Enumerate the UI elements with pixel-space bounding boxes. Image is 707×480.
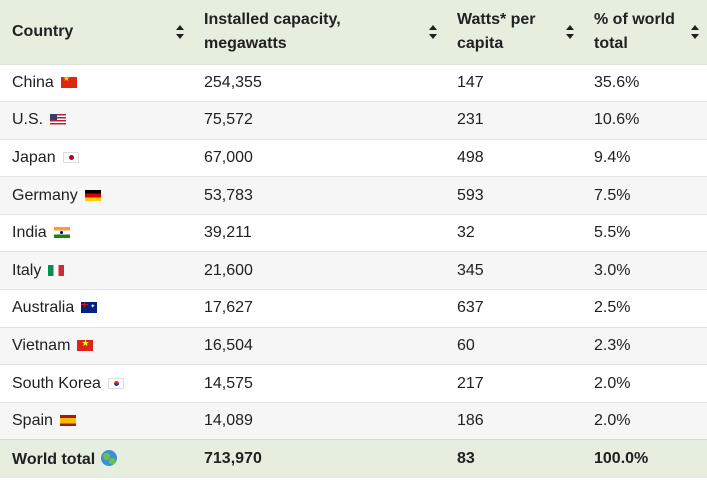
column-header-percent-world[interactable]: % of world total: [582, 0, 707, 65]
percent-world-cell: 10.6%: [582, 101, 707, 140]
table-row: Italy 21,600 345 3.0%: [0, 251, 707, 290]
country-name: India: [12, 224, 47, 242]
total-watts-cell: 83: [445, 439, 582, 478]
country-cell: Italy: [0, 251, 192, 290]
total-label: World total: [12, 450, 96, 468]
country-cell: Vietnam: [0, 326, 192, 365]
globe-icon: [101, 449, 118, 466]
sort-icon[interactable]: [691, 24, 699, 39]
watts-per-capita-cell: 593: [445, 176, 582, 215]
watts-per-capita-cell: 637: [445, 289, 582, 328]
flag-us-icon: [50, 114, 67, 126]
flag-de-icon: [84, 189, 101, 201]
country-cell: Japan: [0, 138, 192, 177]
country-cell: Spain: [0, 401, 192, 440]
country-name: Vietnam: [12, 336, 71, 354]
percent-world-cell: 9.4%: [582, 138, 707, 177]
total-percent-cell: 100.0%: [582, 439, 707, 478]
column-header-watts-per-capita[interactable]: Watts* per capita: [445, 0, 582, 65]
flag-au-icon: [81, 302, 98, 314]
percent-world-cell: 3.0%: [582, 251, 707, 290]
watts-per-capita-cell: 231: [445, 101, 582, 140]
country-name: Spain: [12, 412, 53, 430]
capacity-cell: 39,211: [192, 213, 445, 252]
percent-world-cell: 2.0%: [582, 364, 707, 403]
column-header-country[interactable]: Country: [0, 0, 192, 65]
watts-per-capita-cell: 217: [445, 364, 582, 403]
country-name: Germany: [12, 186, 78, 204]
percent-world-cell: 5.5%: [582, 213, 707, 252]
watts-per-capita-cell: 186: [445, 401, 582, 440]
percent-world-cell: 2.5%: [582, 289, 707, 328]
capacity-cell: 17,627: [192, 289, 445, 328]
table-total-row: World total 713,970 83 100.0%: [0, 439, 707, 478]
capacity-cell: 21,600: [192, 251, 445, 290]
flag-vn-icon: [77, 339, 94, 351]
country-cell: China: [0, 63, 192, 102]
sort-icon[interactable]: [429, 24, 437, 39]
country-name: Italy: [12, 261, 42, 279]
flag-jp-icon: [62, 151, 79, 163]
column-header-label: Country: [12, 22, 74, 40]
capacity-cell: 16,504: [192, 326, 445, 365]
flag-es-icon: [59, 415, 76, 427]
country-name: U.S.: [12, 111, 44, 129]
table-row: Japan 67,000 498 9.4%: [0, 138, 707, 177]
watts-per-capita-cell: 345: [445, 251, 582, 290]
percent-world-cell: 7.5%: [582, 176, 707, 215]
table-header-row: Country Installed capacity, megawatts Wa…: [0, 0, 707, 65]
country-name: China: [12, 73, 54, 91]
capacity-cell: 67,000: [192, 138, 445, 177]
flag-kr-icon: [107, 377, 124, 389]
country-cell: South Korea: [0, 364, 192, 403]
table-row: Germany 53,783 593 7.5%: [0, 176, 707, 215]
flag-in-icon: [53, 227, 70, 239]
column-header-label: % of world total: [594, 10, 675, 52]
percent-world-cell: 35.6%: [582, 63, 707, 102]
watts-per-capita-cell: 32: [445, 213, 582, 252]
column-header-label: Watts* per capita: [457, 10, 536, 52]
country-name: Australia: [12, 299, 75, 317]
capacity-cell: 14,575: [192, 364, 445, 403]
total-capacity-cell: 713,970: [192, 439, 445, 478]
capacity-cell: 75,572: [192, 101, 445, 140]
watts-per-capita-cell: 147: [445, 63, 582, 102]
sort-icon[interactable]: [176, 24, 184, 39]
column-header-label: Installed capacity, megawatts: [204, 10, 341, 52]
country-cell: U.S.: [0, 101, 192, 140]
capacity-cell: 53,783: [192, 176, 445, 215]
percent-world-cell: 2.0%: [582, 401, 707, 440]
capacity-cell: 14,089: [192, 401, 445, 440]
percent-world-cell: 2.3%: [582, 326, 707, 365]
watts-per-capita-cell: 60: [445, 326, 582, 365]
sort-icon[interactable]: [566, 24, 574, 39]
total-country-cell: World total: [0, 439, 192, 478]
table-row: India 39,211 32 5.5%: [0, 213, 707, 252]
table-row: South Korea 14,575 217 2.0%: [0, 364, 707, 403]
country-cell: India: [0, 213, 192, 252]
flag-it-icon: [48, 264, 65, 276]
watts-per-capita-cell: 498: [445, 138, 582, 177]
flag-cn-icon: [60, 76, 77, 88]
column-header-capacity[interactable]: Installed capacity, megawatts: [192, 0, 445, 65]
table-row: U.S. 75,572 231 10.6%: [0, 101, 707, 140]
country-name: Japan: [12, 148, 56, 166]
country-name: South Korea: [12, 374, 101, 392]
country-cell: Germany: [0, 176, 192, 215]
table-row: Spain 14,089 186 2.0%: [0, 401, 707, 440]
country-cell: Australia: [0, 289, 192, 328]
capacity-cell: 254,355: [192, 63, 445, 102]
